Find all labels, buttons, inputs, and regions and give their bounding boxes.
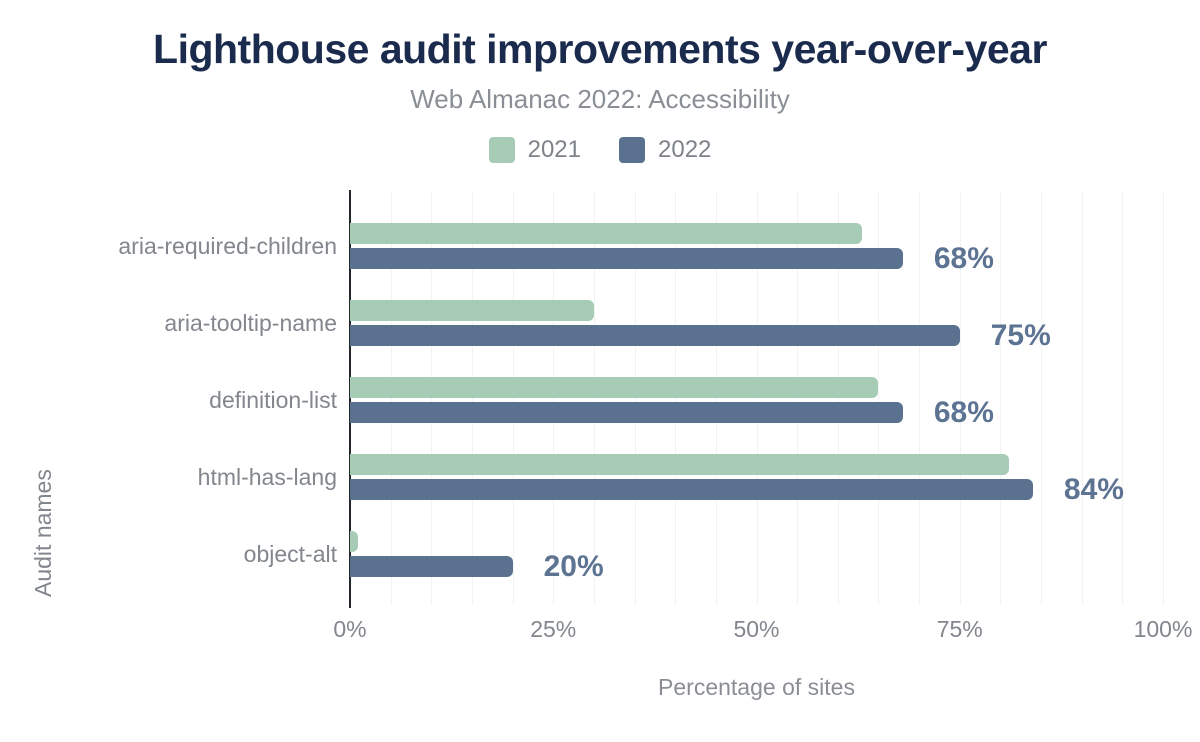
gridline — [390, 192, 392, 605]
gridline — [512, 192, 514, 605]
gridline — [593, 192, 595, 605]
bar-2021 — [350, 454, 1009, 475]
category-label: aria-tooltip-name — [164, 310, 337, 336]
bar-2022 — [350, 479, 1033, 500]
gridline — [797, 192, 799, 605]
gridline — [1041, 192, 1043, 605]
gridline — [715, 192, 717, 605]
bar-value-label: 20% — [543, 549, 604, 583]
legend: 2021 2022 — [0, 136, 1200, 164]
y-axis-line — [349, 190, 351, 608]
x-tick-label: 0% — [333, 616, 367, 642]
gridline — [837, 192, 839, 605]
bar-2022 — [350, 402, 903, 423]
legend-swatch-2021 — [488, 137, 515, 163]
bar-2022 — [350, 556, 513, 577]
gridline — [756, 192, 758, 605]
gridline — [553, 192, 555, 605]
bar-value-label: 68% — [933, 395, 994, 429]
y-axis-title: Audit names — [30, 469, 56, 597]
bar-value-label: 68% — [933, 241, 994, 275]
bar-2022 — [350, 248, 903, 269]
legend-label-2021: 2021 — [527, 136, 581, 163]
page-title: Lighthouse audit improvements year-over-… — [153, 26, 1047, 72]
gridline — [675, 192, 677, 605]
bar-2022 — [350, 325, 960, 346]
x-axis-title: Percentage of sites — [658, 674, 855, 700]
gridline — [959, 192, 961, 605]
gridline — [919, 192, 921, 605]
gridline — [471, 192, 473, 605]
category-label: definition-list — [209, 387, 337, 413]
gridline — [1122, 192, 1124, 605]
gridline — [634, 192, 636, 605]
gridline — [1000, 192, 1002, 605]
legend-item-2022: 2022 — [619, 136, 711, 164]
legend-swatch-2022 — [619, 137, 645, 163]
gridline — [1081, 192, 1083, 605]
bar-2021 — [350, 300, 594, 321]
gridline — [878, 192, 880, 605]
category-label: object-alt — [243, 541, 337, 567]
gridline — [1163, 192, 1164, 605]
category-label: html-has-lang — [197, 464, 337, 490]
legend-label-2022: 2022 — [658, 136, 712, 163]
x-tick-label: 50% — [733, 616, 780, 642]
bar-2021 — [350, 531, 359, 552]
x-tick-label: 25% — [530, 616, 577, 642]
gridline — [431, 192, 433, 605]
legend-item-2021: 2021 — [488, 136, 581, 164]
page-subtitle: Web Almanac 2022: Accessibility — [410, 84, 790, 114]
category-label: aria-required-children — [118, 233, 337, 259]
bar-2021 — [350, 377, 879, 398]
bar-2021 — [350, 223, 863, 244]
x-tick-label: 75% — [936, 616, 983, 642]
x-tick-label: 100% — [1133, 616, 1193, 642]
bar-value-label: 84% — [1063, 472, 1124, 506]
bar-value-label: 75% — [990, 318, 1051, 352]
